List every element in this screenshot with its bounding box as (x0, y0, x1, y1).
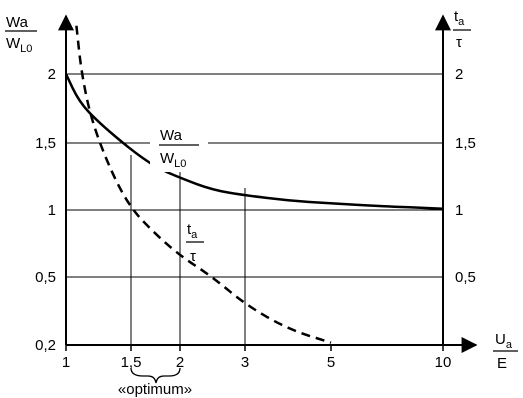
x-tick-label-5: 5 (327, 354, 335, 371)
y-left-title-numerator: Wa (6, 14, 29, 31)
x-tick-label-1: 1 (62, 354, 70, 371)
y-left-tick-label-2: 2 (48, 66, 56, 83)
y-left-title-denominator: WL0 (6, 35, 32, 55)
x-tick-label-3: 3 (241, 354, 249, 371)
series-label-wa-denominator: WL0 (160, 150, 186, 170)
tick-labels: 1 1,5 2 3 5 10 0,2 0,5 1 1,5 2 0,5 1 1,5 2 (35, 66, 476, 371)
series-label-wa: Wa WL0 (150, 122, 208, 172)
x-tick-label-1,5: 1,5 (121, 354, 142, 371)
x-axis-title: Ua E (493, 331, 518, 372)
x-title-numerator: Ua (495, 331, 513, 351)
y-left-tick-label-1,5: 1,5 (35, 135, 56, 152)
series-group (64, 25, 444, 344)
y-right-title-numerator: ta (454, 8, 465, 28)
series-line-wa-wl0 (64, 73, 444, 210)
reference-lines (130, 155, 246, 345)
y-left-axis-title: Wa WL0 (5, 14, 37, 55)
series-label-ta-denominator: τ (190, 248, 196, 265)
y-right-tick-label-1,5: 1,5 (455, 135, 476, 152)
series-label-ta: ta τ (186, 221, 204, 265)
y-right-tick-label-0,5: 0,5 (455, 269, 476, 286)
optimum-brace (130, 367, 181, 384)
y-left-tick-label-1: 1 (48, 202, 56, 219)
x-tick-label-10: 10 (435, 354, 452, 371)
series-line-ta-tau (75, 25, 332, 344)
y-right-axis-title: ta τ (453, 8, 471, 51)
x-tick-label-2: 2 (176, 354, 184, 371)
y-left-tick-label-0,2: 0,2 (35, 337, 56, 354)
series-label-ta-numerator: ta (187, 221, 198, 241)
gridlines (66, 73, 443, 278)
series-label-wa-numerator: Wa (160, 127, 183, 144)
y-left-tick-label-0,5: 0,5 (35, 269, 56, 286)
y-right-title-denominator: τ (456, 34, 462, 51)
y-right-tick-label-1: 1 (455, 202, 463, 219)
optimum-annotation: «optimum» (118, 381, 192, 398)
x-title-denominator: E (497, 355, 507, 372)
y-right-tick-label-2: 2 (455, 66, 463, 83)
